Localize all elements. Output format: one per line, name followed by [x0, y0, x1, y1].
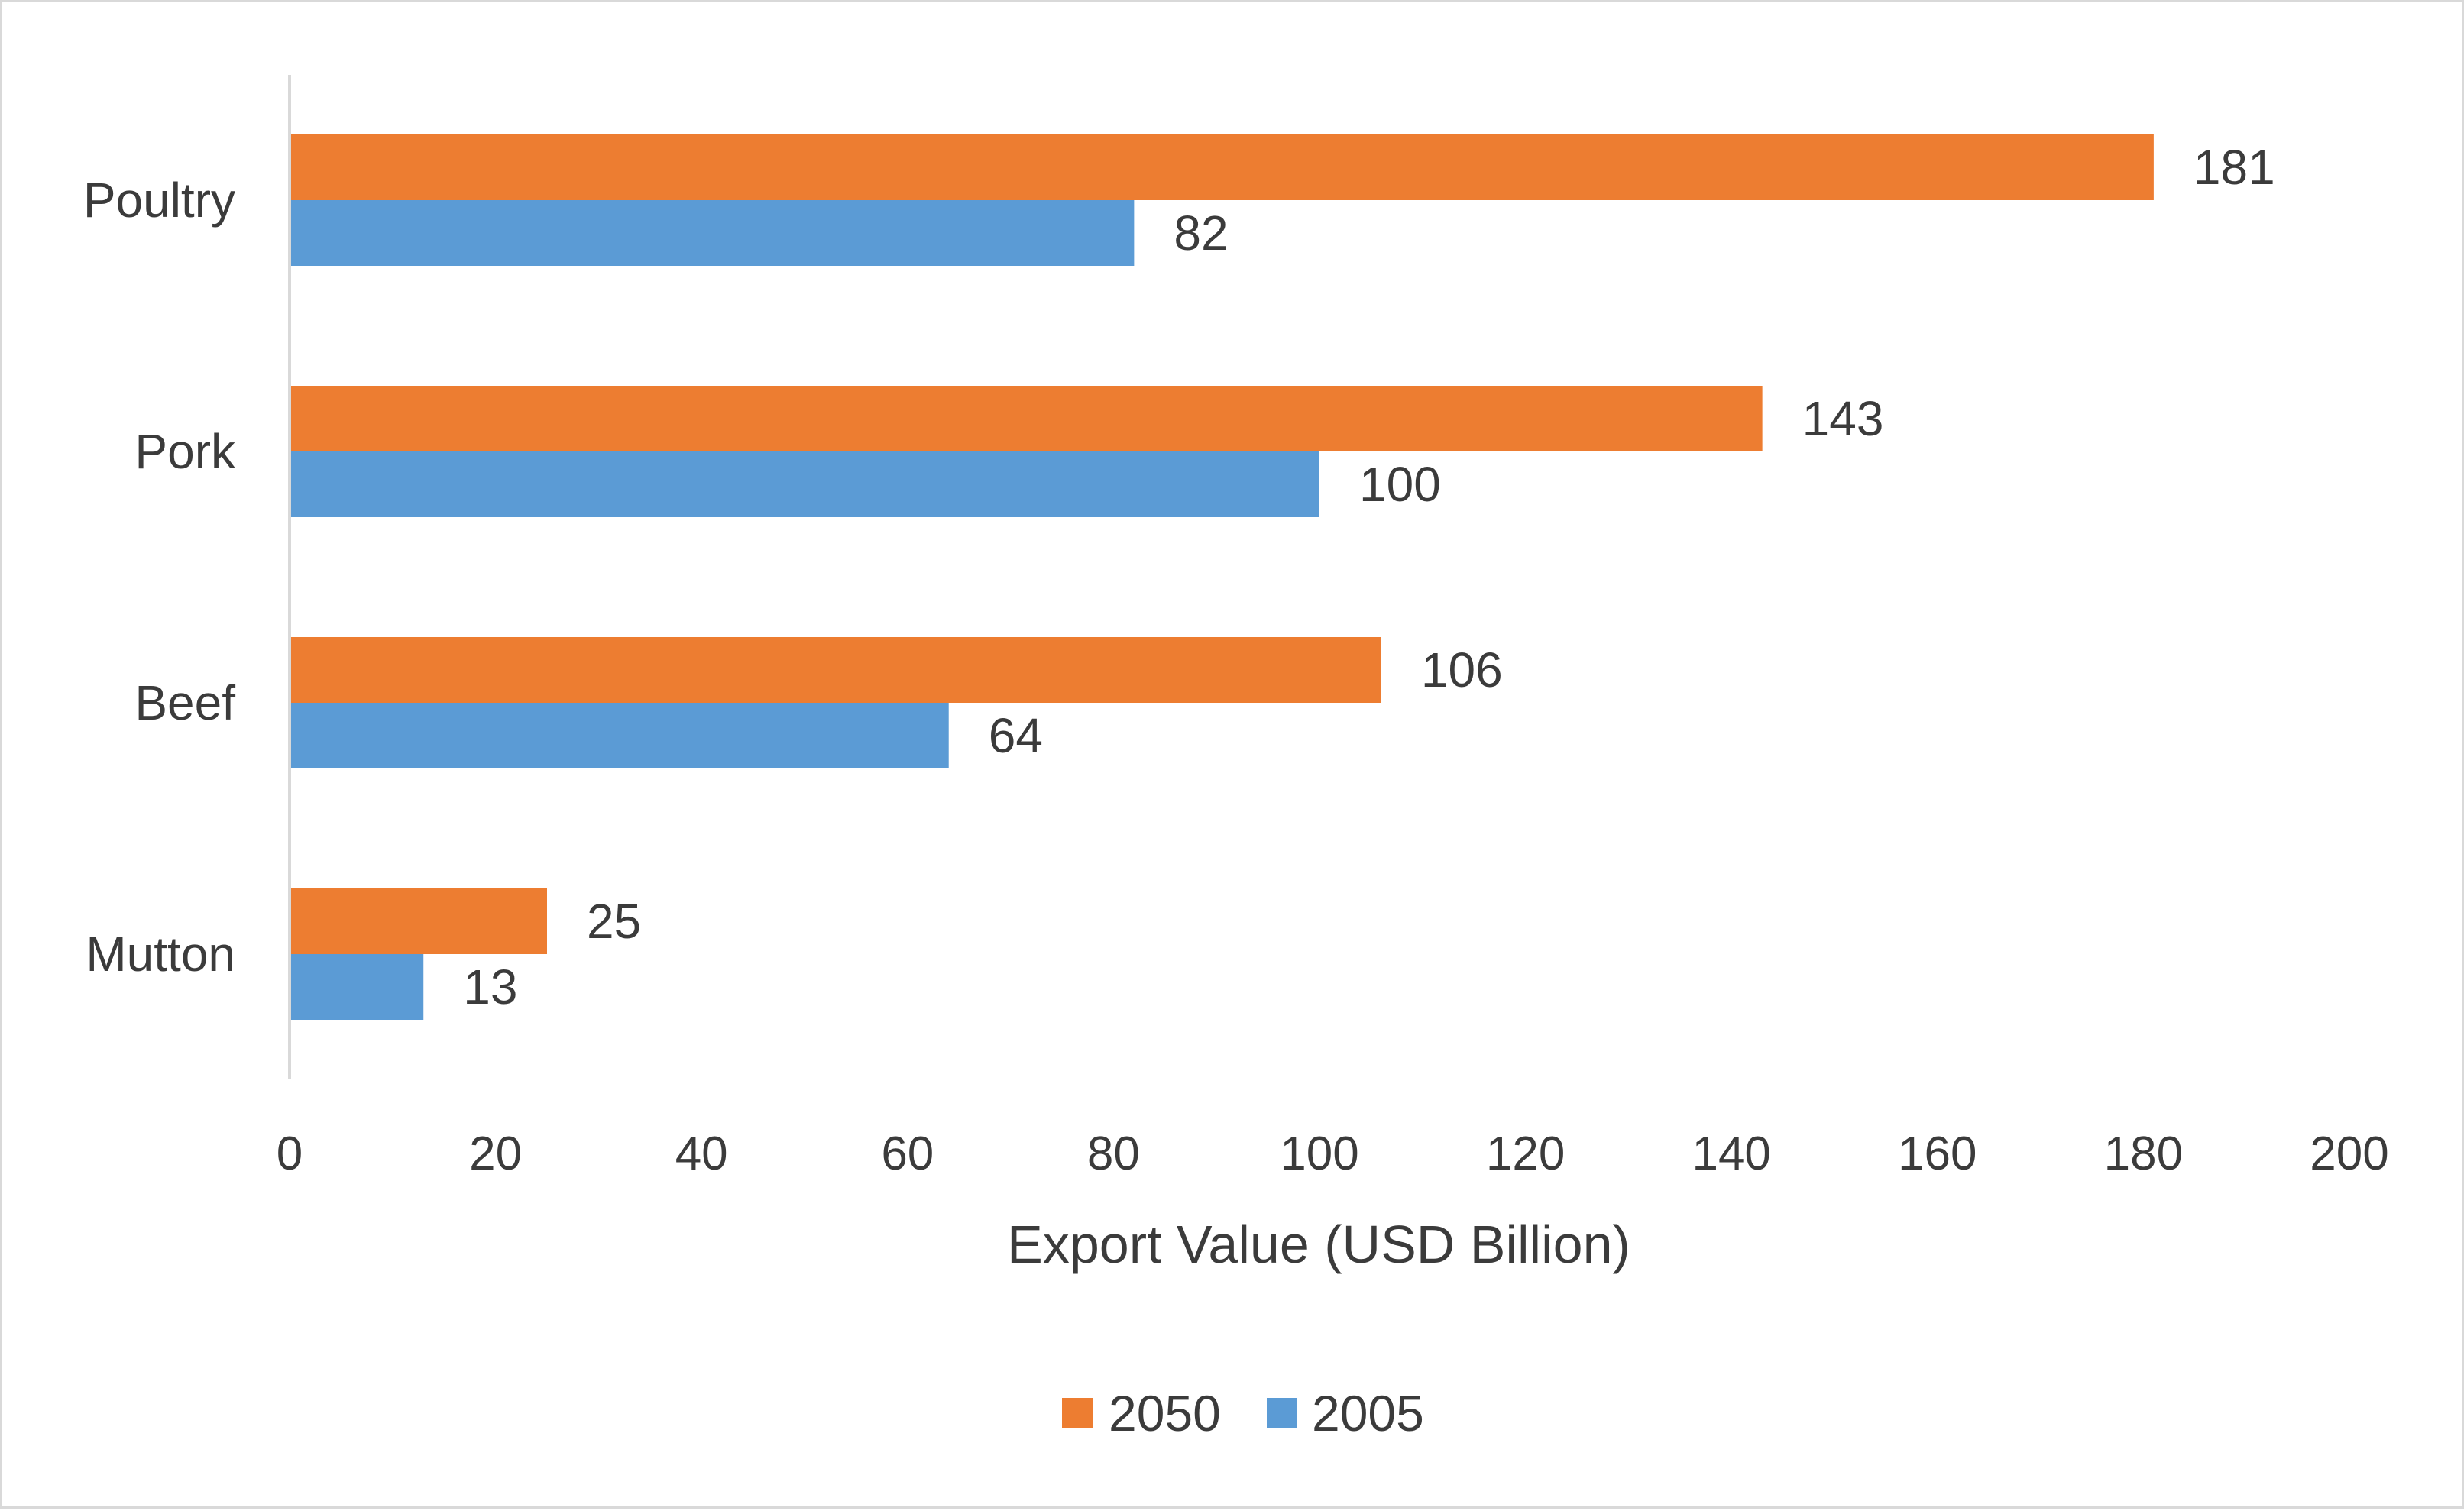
bar-pork-2050: [290, 386, 1763, 451]
x-tick-label-160: 160: [1898, 1128, 1977, 1180]
x-tick-label-60: 60: [881, 1128, 934, 1180]
data-label-pork-2050: 143: [1802, 391, 1884, 446]
bar-beef-2050: [290, 637, 1381, 703]
category-labels: Poultry Pork Beef Mutton: [83, 173, 236, 982]
legend-label-2005: 2005: [1312, 1385, 1424, 1441]
legend-label-2050: 2050: [1109, 1385, 1221, 1441]
legend-swatch-2005: [1267, 1398, 1297, 1428]
category-label-beef: Beef: [134, 675, 235, 730]
data-label-beef-2050: 106: [1421, 642, 1503, 697]
bar-poultry-2050: [290, 134, 2154, 200]
x-tick-label-120: 120: [1486, 1128, 1565, 1180]
x-tick-label-20: 20: [469, 1128, 522, 1180]
x-tick-label-200: 200: [2310, 1128, 2388, 1180]
x-tick-label-140: 140: [1692, 1128, 1770, 1180]
category-label-mutton: Mutton: [86, 927, 235, 982]
category-label-pork: Pork: [134, 424, 236, 479]
bars-layer: [290, 134, 2154, 1020]
legend: 2050 2005: [1062, 1385, 1424, 1441]
bar-mutton-2050: [290, 888, 547, 954]
x-tick-label-40: 40: [675, 1128, 728, 1180]
x-axis-ticks: 0 20 40 60 80 100 120 140 160 180 200: [277, 1128, 2389, 1180]
data-labels: 181 82 143 100 106 64 25 13: [463, 140, 2275, 1014]
x-tick-label-100: 100: [1280, 1128, 1358, 1180]
bar-mutton-2005: [290, 954, 424, 1020]
data-label-poultry-2005: 82: [1174, 205, 1228, 260]
data-label-poultry-2050: 181: [2194, 140, 2275, 195]
data-label-mutton-2050: 25: [587, 894, 641, 949]
data-label-beef-2005: 64: [989, 708, 1043, 763]
bar-beef-2005: [290, 703, 949, 768]
data-label-mutton-2005: 13: [463, 959, 517, 1014]
category-label-poultry: Poultry: [83, 173, 235, 228]
x-tick-label-80: 80: [1087, 1128, 1140, 1180]
x-axis-title: Export Value (USD Billion): [1007, 1215, 1630, 1274]
legend-swatch-2050: [1062, 1398, 1093, 1428]
bar-pork-2005: [290, 451, 1319, 517]
x-tick-label-180: 180: [2104, 1128, 2183, 1180]
x-tick-label-0: 0: [277, 1128, 303, 1180]
bar-poultry-2005: [290, 200, 1135, 266]
data-label-pork-2005: 100: [1359, 457, 1441, 512]
